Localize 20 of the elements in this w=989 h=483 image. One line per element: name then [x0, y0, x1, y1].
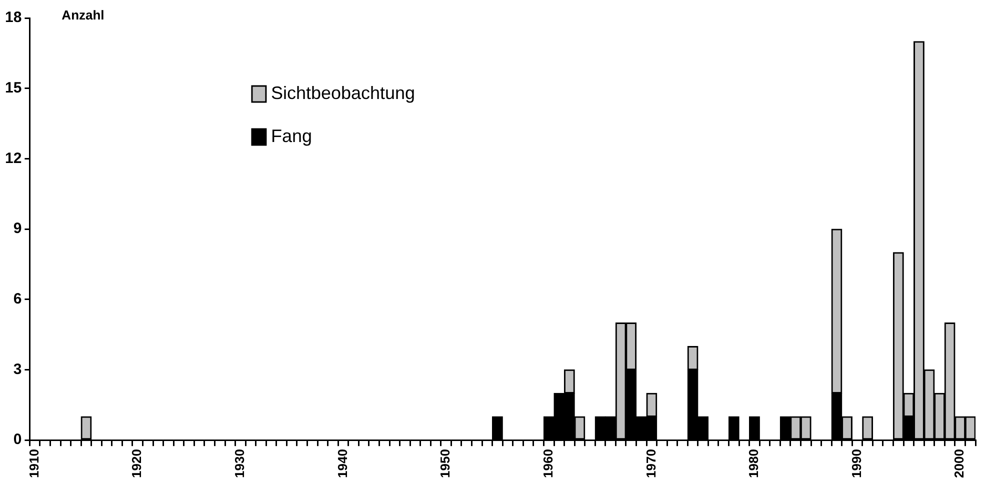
y-tick-label: 0: [13, 431, 22, 448]
legend-label: Fang: [270, 126, 312, 146]
x-tick-label: 1920: [129, 449, 144, 478]
y-tick-label: 9: [13, 220, 22, 238]
x-tick-label: 1980: [746, 449, 762, 478]
y-tick-label: 6: [13, 290, 22, 308]
x-tick-label: 1990: [848, 449, 864, 478]
y-tick-label: 15: [4, 79, 22, 96]
x-tick-label: 2000: [952, 449, 967, 478]
x-tick-label: 1970: [643, 449, 658, 478]
x-tick-label: 1940: [334, 449, 350, 478]
y-axis-title: Anzahl: [62, 8, 104, 23]
y-tick-label: 18: [4, 9, 22, 26]
y-tick-label: 12: [4, 150, 22, 167]
y-tick-label: 3: [13, 360, 22, 378]
legend-label: Sichtbeobachtung: [270, 82, 416, 103]
x-tick-label: 1960: [540, 449, 556, 478]
x-tick-label: 1930: [232, 449, 248, 478]
x-tick-label: 1910: [26, 449, 42, 478]
x-tick-label: 1950: [438, 449, 453, 478]
